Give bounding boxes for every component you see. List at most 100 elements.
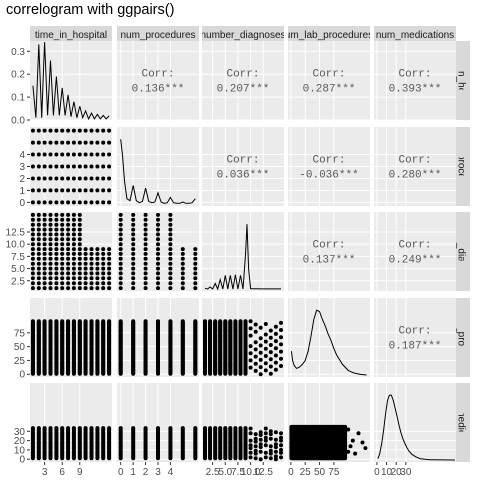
scatter-point xyxy=(60,188,64,192)
scatter-point xyxy=(60,242,64,246)
scatter-point xyxy=(43,153,47,157)
scatter-point xyxy=(249,319,253,323)
scatter-point xyxy=(119,267,123,271)
scatter-point xyxy=(274,339,278,343)
scatter-point xyxy=(60,232,64,236)
scatter-point xyxy=(90,319,94,323)
scatter-point xyxy=(37,129,41,133)
scatter-point xyxy=(156,319,160,323)
scatter-point xyxy=(90,262,94,266)
scatter-point xyxy=(72,165,76,169)
scatter-point xyxy=(60,319,64,323)
scatter-point xyxy=(279,455,283,459)
scatter-point xyxy=(60,213,64,217)
scatter-point xyxy=(269,357,273,361)
scatter-point xyxy=(156,223,160,227)
scatter-point xyxy=(84,281,88,285)
scatter-point xyxy=(72,252,76,256)
scatter-point xyxy=(54,276,58,280)
scatter-point xyxy=(72,257,76,261)
scatter-point xyxy=(95,281,99,285)
scatter-point xyxy=(274,361,278,365)
scatter-point xyxy=(264,347,268,351)
scatter-point xyxy=(66,237,70,241)
scatter-point xyxy=(78,237,82,241)
scatter-point xyxy=(279,439,283,443)
scatter-point xyxy=(90,177,94,181)
scatter-point xyxy=(279,451,283,455)
scatter-point xyxy=(203,426,207,430)
scatter-point xyxy=(181,281,185,285)
scatter-point xyxy=(49,237,53,241)
scatter-point xyxy=(54,247,58,251)
scatter-point xyxy=(239,426,243,430)
scatter-point xyxy=(72,286,76,290)
scatter-point xyxy=(60,228,64,232)
column-strip-label: time_in_hospital xyxy=(35,30,107,41)
scatter-point xyxy=(269,343,273,347)
scatter-point xyxy=(84,247,88,251)
scatter-point xyxy=(31,177,35,181)
scatter-point xyxy=(90,267,94,271)
scatter-point xyxy=(54,228,58,232)
scatter-point xyxy=(31,242,35,246)
scatter-point xyxy=(218,426,222,430)
scatter-point xyxy=(269,372,273,376)
scatter-point xyxy=(181,271,185,275)
scatter-point xyxy=(254,432,258,436)
scatter-point xyxy=(49,153,53,157)
scatter-point xyxy=(31,200,35,204)
scatter-point xyxy=(101,165,105,169)
scatter-point xyxy=(131,426,135,430)
scatter-point xyxy=(66,177,70,181)
scatter-point xyxy=(264,340,268,344)
correlation-value: 0.187*** xyxy=(389,341,442,353)
scatter-point xyxy=(49,242,53,246)
scatter-point xyxy=(156,232,160,236)
scatter-point xyxy=(43,223,47,227)
scatter-point xyxy=(84,200,88,204)
scatter-point xyxy=(223,319,227,323)
scatter-point xyxy=(119,281,123,285)
scatter-point xyxy=(131,213,135,217)
scatter-point xyxy=(37,200,41,204)
scatter-point xyxy=(49,257,53,261)
scatter-point xyxy=(131,267,135,271)
scatter-point xyxy=(269,365,273,369)
scatter-point xyxy=(95,262,99,266)
scatter-point xyxy=(259,457,263,461)
scatter-point xyxy=(72,177,76,181)
scatter-point xyxy=(269,336,273,340)
scatter-point xyxy=(254,369,258,373)
scatter-point xyxy=(254,355,258,359)
scatter-point xyxy=(264,322,268,326)
scatter-point xyxy=(193,276,197,280)
scatter-point xyxy=(156,237,160,241)
scatter-point xyxy=(78,262,82,266)
correlation-value: 0.393*** xyxy=(389,84,442,96)
scatter-point xyxy=(223,426,227,430)
scatter-point xyxy=(269,329,273,333)
scatter-point xyxy=(72,200,76,204)
scatter-point xyxy=(54,237,58,241)
scatter-point xyxy=(72,223,76,227)
scatter-point xyxy=(54,165,58,169)
scatter-point xyxy=(60,276,64,280)
scatter-point xyxy=(131,247,135,251)
scatter-point xyxy=(254,323,258,327)
scatter-point xyxy=(259,344,263,348)
scatter-point xyxy=(181,276,185,280)
scatter-point xyxy=(49,129,53,133)
scatter-point xyxy=(54,267,58,271)
scatter-point xyxy=(49,319,53,323)
scatter-point xyxy=(84,271,88,275)
scatter-point xyxy=(37,213,41,217)
scatter-point xyxy=(43,232,47,236)
scatter-point xyxy=(72,153,76,157)
scatter-point xyxy=(72,281,76,285)
scatter-point xyxy=(95,257,99,261)
scatter-point xyxy=(249,351,253,355)
scatter-point xyxy=(66,228,70,232)
scatter-point xyxy=(66,281,70,285)
scatter-point xyxy=(269,452,273,456)
